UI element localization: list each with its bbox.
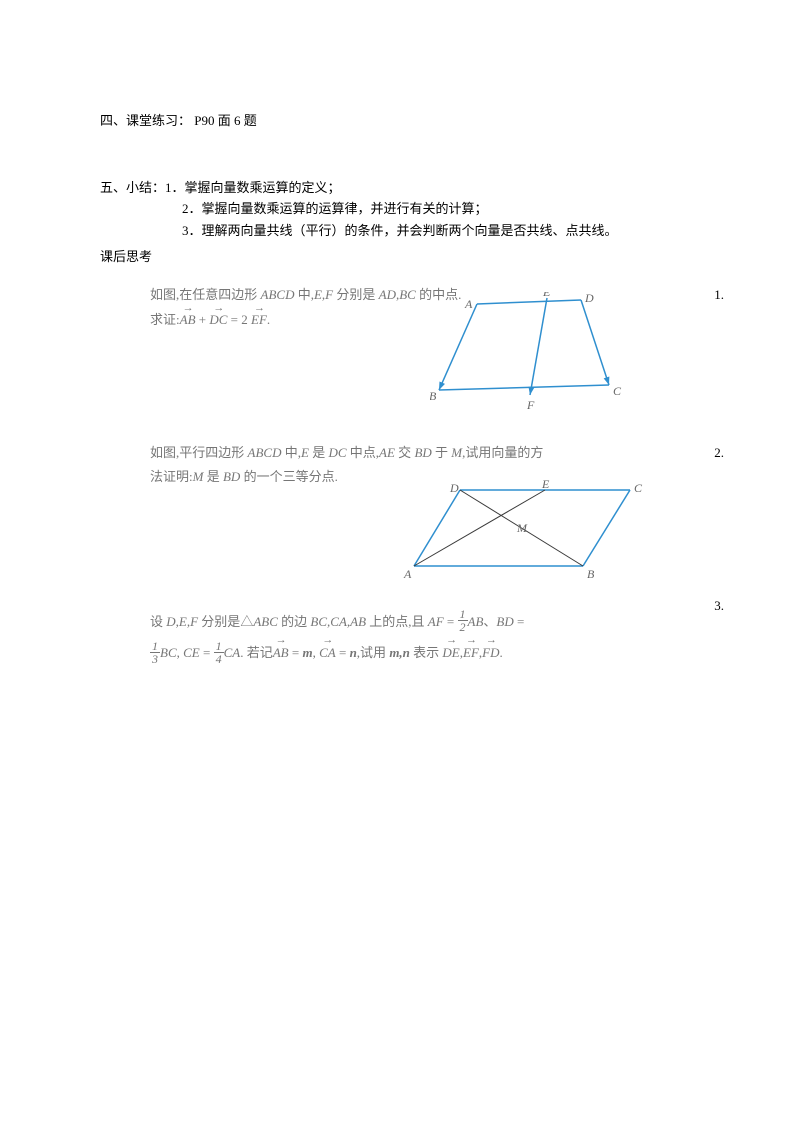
summary-item-3: 3．理解两向量共线（平行）的条件，并会判断两个向量是否共线、点共线。 [182, 220, 710, 242]
svg-text:E: E [541, 480, 550, 491]
problem-3: 3. 设 D,E,F 分别是△ABC 的边 BC,CA,AB 上的点,且 AF … [100, 606, 710, 668]
problem-2-number: 2. [714, 441, 724, 466]
summary-list: 2．掌握向量数乘运算的运算律，并进行有关的计算； 3．理解两向量共线（平行）的条… [100, 198, 710, 242]
figure-2: A B C D E M [380, 480, 650, 580]
problem-1-number: 1. [714, 283, 724, 308]
svg-text:M: M [516, 521, 528, 535]
svg-text:F: F [526, 398, 535, 412]
section-five-header: 五、小结：1．掌握向量数乘运算的定义； [100, 180, 341, 195]
problem-2-line1: 如图,平行四边形 ABCD 中,E 是 DC 中点,AE 交 BD 于 M,试用… [150, 441, 710, 466]
svg-text:D: D [449, 481, 459, 495]
section-five: 五、小结：1．掌握向量数乘运算的定义； [100, 177, 710, 196]
figure-1: A E D B F C [430, 292, 630, 417]
svg-text:E: E [542, 292, 551, 299]
svg-text:D: D [584, 292, 594, 305]
follow-up-label: 课后思考 [100, 246, 710, 265]
problem-3-number: 3. [714, 594, 724, 619]
svg-text:C: C [634, 481, 643, 495]
section-four-text: 四、课堂练习： P90 面 6 题 [100, 113, 257, 128]
svg-text:A: A [403, 567, 412, 580]
svg-text:A: A [464, 297, 473, 311]
svg-text:C: C [613, 384, 622, 398]
section-four: 四、课堂练习： P90 面 6 题 [100, 110, 710, 129]
svg-text:B: B [430, 389, 437, 403]
summary-item-2: 2．掌握向量数乘运算的运算律，并进行有关的计算； [182, 198, 710, 220]
svg-text:B: B [587, 567, 595, 580]
problem-3-line1: 设 D,E,F 分别是△ABC 的边 BC,CA,AB 上的点,且 AF = 1… [150, 606, 710, 637]
problem-3-line2: 13BC, CE = 14CA. 若记→AB = m, →CA = n,试用 m… [150, 637, 710, 668]
